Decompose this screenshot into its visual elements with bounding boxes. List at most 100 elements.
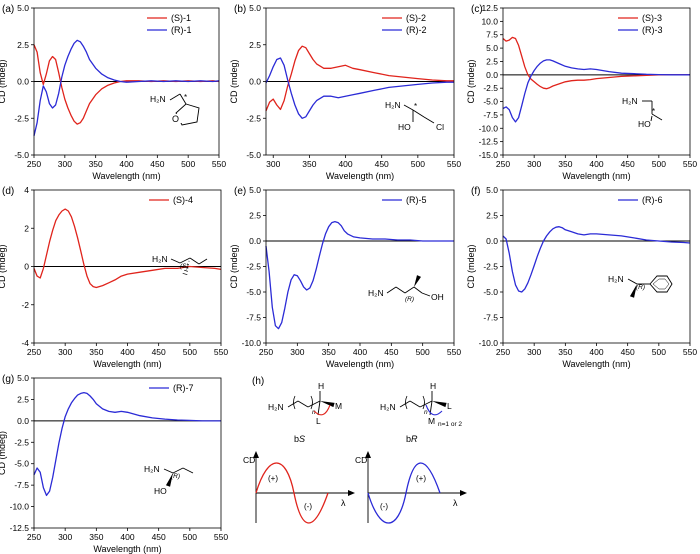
x-tick-label: 400: [120, 532, 134, 542]
y-tick-label: 0.0: [17, 77, 29, 87]
y-tick-label: 0.0: [249, 236, 261, 246]
x-tick-label: 500: [183, 347, 197, 357]
bond: [627, 278, 638, 285]
x-tick-label: 350: [558, 159, 572, 169]
substituent-m: M: [335, 401, 342, 411]
structure-2: H₂N * HO Cl: [385, 100, 444, 132]
bond: [198, 258, 208, 265]
y-tick-label: -5.0: [14, 459, 29, 469]
structure-amine: H₂N: [368, 288, 384, 298]
sketch-x-label: λ: [341, 498, 346, 508]
y-tick-label: -7.5: [246, 313, 261, 323]
x-tick-label: 350: [89, 159, 103, 169]
x-tick-label: 500: [183, 532, 197, 542]
sketch-x-arrow: [348, 490, 355, 496]
wedge-bond: [165, 473, 173, 487]
y-tick-label: 2.5: [17, 40, 29, 50]
sketch-x-label: λ: [453, 498, 458, 508]
x-tick-label: 250: [496, 347, 510, 357]
x-tick-label: 550: [447, 347, 461, 357]
wedge-bond: [432, 401, 447, 408]
y-axis-label: CD (mdeg): [229, 59, 239, 103]
chart-panel-a: (a) 250 300 350 400 450 500 550 -5.0 -2.5 0.0 2.5 5.…: [0, 3, 226, 181]
structure-hydroxyl: OH: [431, 292, 444, 302]
legend-label: (R)-1: [171, 25, 192, 35]
panel-h: (h) H₂N n H M LbS CD λ (+) (-) H₂N n H L M n=1 or 2 bR CD…: [243, 376, 467, 524]
sketch-y-arrow: [253, 451, 259, 458]
panel-label: (e): [234, 186, 246, 197]
bond: [404, 286, 415, 294]
y-axis-label: CD (mdeg): [0, 59, 7, 103]
substituent-h: H: [318, 381, 324, 391]
y-tick-label: -12.5: [10, 523, 30, 533]
phenyl-ring: [649, 275, 673, 293]
bond: [409, 400, 421, 408]
panel-label: (b): [234, 4, 246, 15]
y-tick-label: -2.5: [246, 262, 261, 272]
y-tick-label: -5.0: [246, 287, 261, 297]
x-tick-label: 550: [447, 159, 461, 169]
model-amine: H₂N: [380, 402, 396, 412]
bond: [651, 113, 663, 121]
series-line-(S)-1: [33, 44, 220, 125]
structure-4: H₂N (S): [152, 254, 208, 276]
stereo-star: *: [652, 107, 655, 116]
x-axis-label: Wavelength (nm): [562, 359, 630, 369]
bond: [421, 292, 431, 297]
x-tick-label: 450: [152, 347, 166, 357]
sketch-y-label: CD: [243, 455, 255, 465]
series-line-(R)-5: [265, 220, 454, 330]
bracket-left: [293, 395, 296, 410]
x-tick-label: 550: [683, 159, 697, 169]
bond: [163, 468, 174, 474]
chart-panel-f: (f) 250 300 350 400 450 500 550 -10.0 -7.5 -5.0 -2.…: [466, 185, 697, 369]
bond: [423, 116, 435, 124]
x-tick-label: 500: [411, 159, 425, 169]
sketch-x-arrow: [460, 490, 467, 496]
plot-frame: [502, 189, 691, 344]
y-tick-label: 5.0: [17, 373, 29, 383]
y-tick-label: 4: [24, 185, 29, 195]
x-tick-label: 400: [119, 159, 133, 169]
stereo-descriptor: (R): [636, 284, 645, 291]
series-line-(R)-7: [33, 391, 221, 497]
y-tick-label: -4: [21, 338, 29, 348]
x-tick-label: 450: [621, 159, 635, 169]
x-tick-label: 300: [58, 347, 72, 357]
model-name: bR: [406, 434, 418, 444]
y-tick-label: -5.0: [483, 287, 498, 297]
x-axis-label: Wavelength (nm): [92, 171, 160, 181]
x-tick-label: 400: [353, 347, 367, 357]
y-tick-label: -2.5: [483, 262, 498, 272]
x-axis-label: Wavelength (nm): [562, 171, 630, 181]
x-tick-label: 350: [558, 347, 572, 357]
bond: [307, 400, 321, 408]
y-tick-label: -2.5: [483, 83, 498, 93]
x-tick-label: 250: [27, 159, 41, 169]
y-tick-label: 0: [24, 262, 29, 272]
y-tick-label: 0.0: [486, 70, 498, 80]
bond: [395, 286, 406, 294]
hash-bond: [186, 263, 190, 266]
y-tick-label: 7.5: [486, 30, 498, 40]
series-line-(R)-3: [502, 59, 690, 123]
x-tick-label: 450: [150, 159, 164, 169]
x-tick-label: 350: [89, 532, 103, 542]
substituent-l: L: [447, 401, 452, 411]
plot-frame: [33, 377, 222, 529]
sign-label: (+): [268, 474, 278, 483]
legend-label: (S)-3: [642, 13, 662, 23]
x-tick-label: 550: [214, 532, 228, 542]
bond: [650, 115, 653, 122]
legend-label: (R)-3: [642, 25, 663, 35]
x-tick-label: 400: [120, 347, 134, 357]
legend-label: (R)-6: [642, 195, 663, 205]
x-tick-label: 500: [652, 347, 666, 357]
legend-label: (S)-1: [171, 13, 191, 23]
y-tick-label: -10.0: [479, 123, 499, 133]
bond: [179, 93, 187, 105]
structure-hydroxyl: HO: [398, 122, 411, 132]
rotation-arrow: [313, 404, 331, 416]
stereo-descriptor: (R): [405, 296, 414, 303]
y-tick-label: 5.0: [486, 43, 498, 53]
